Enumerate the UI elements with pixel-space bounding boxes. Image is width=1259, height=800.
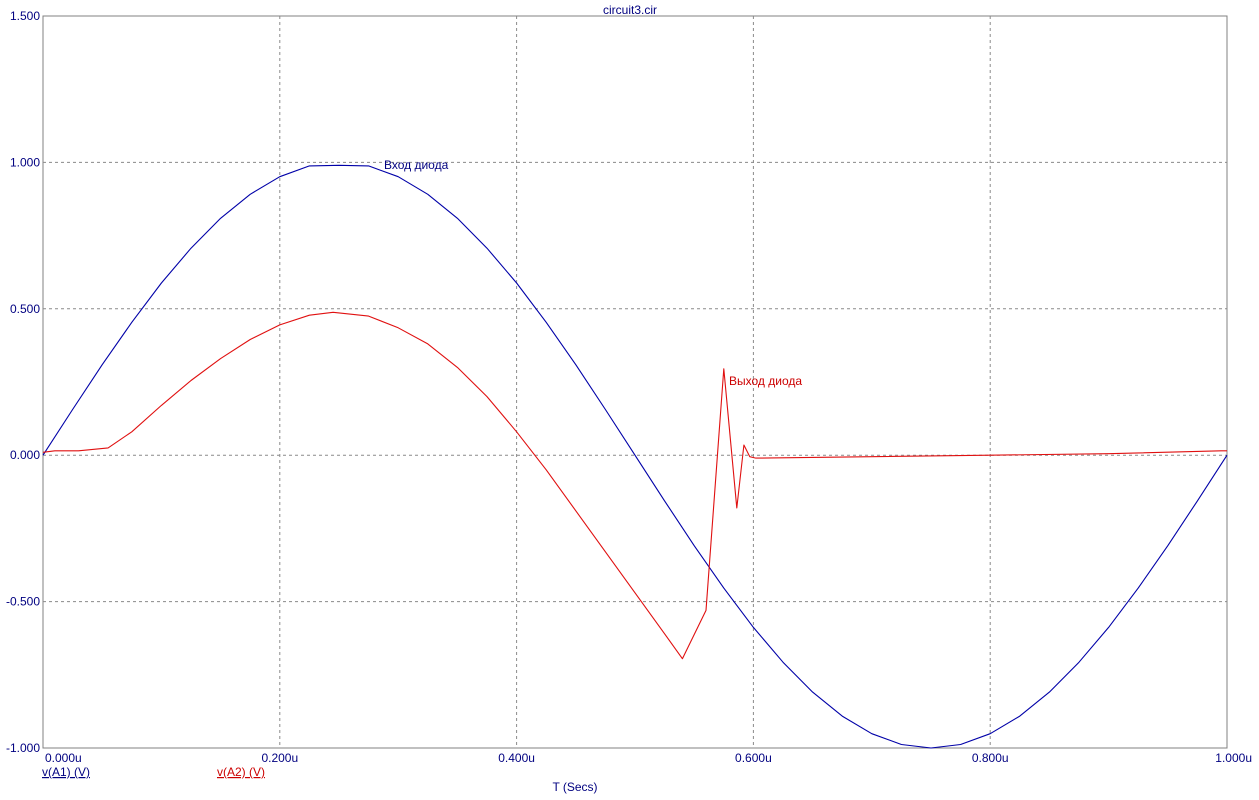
series-annotation-1: Вход диода <box>384 158 449 172</box>
grid <box>43 16 1227 748</box>
y-tick-label: -0.500 <box>6 595 40 609</box>
x-axis-ticks: 0.000u 0.200u 0.400u 0.600u 0.800u 1.000u <box>45 751 1252 765</box>
series-annotation-2: Выход диода <box>729 374 802 388</box>
y-tick-label: 0.500 <box>10 302 40 316</box>
y-tick-label: -1.000 <box>6 741 40 755</box>
chart-title: circuit3.cir <box>603 3 657 17</box>
x-tick-label: 0.800u <box>972 751 1009 765</box>
x-tick-label: 0.200u <box>261 751 298 765</box>
x-tick-label: 1.000u <box>1215 751 1252 765</box>
annotations: Вход диода Выход диода <box>384 158 802 388</box>
legend-entry-1[interactable]: v(A1) (V) <box>42 765 90 779</box>
y-axis-ticks: -1.000 -0.500 0.000 0.500 1.000 1.500 <box>6 9 40 755</box>
plot-frame <box>42 15 1228 749</box>
x-tick-label: 0.600u <box>735 751 772 765</box>
x-tick-label: 0.400u <box>498 751 535 765</box>
series-layer <box>42 164 1228 749</box>
x-axis-label: T (Secs) <box>552 780 597 794</box>
series-line-2 <box>42 311 1227 660</box>
legend-entry-2[interactable]: v(A2) (V) <box>217 765 265 779</box>
y-tick-label: 0.000 <box>10 448 40 462</box>
legend: v(A1) (V) v(A2) (V) <box>42 765 265 779</box>
y-tick-label: 1.500 <box>10 9 40 23</box>
x-tick-label: 0.000u <box>45 751 82 765</box>
series-line-1 <box>42 164 1228 749</box>
y-tick-label: 1.000 <box>10 155 40 169</box>
